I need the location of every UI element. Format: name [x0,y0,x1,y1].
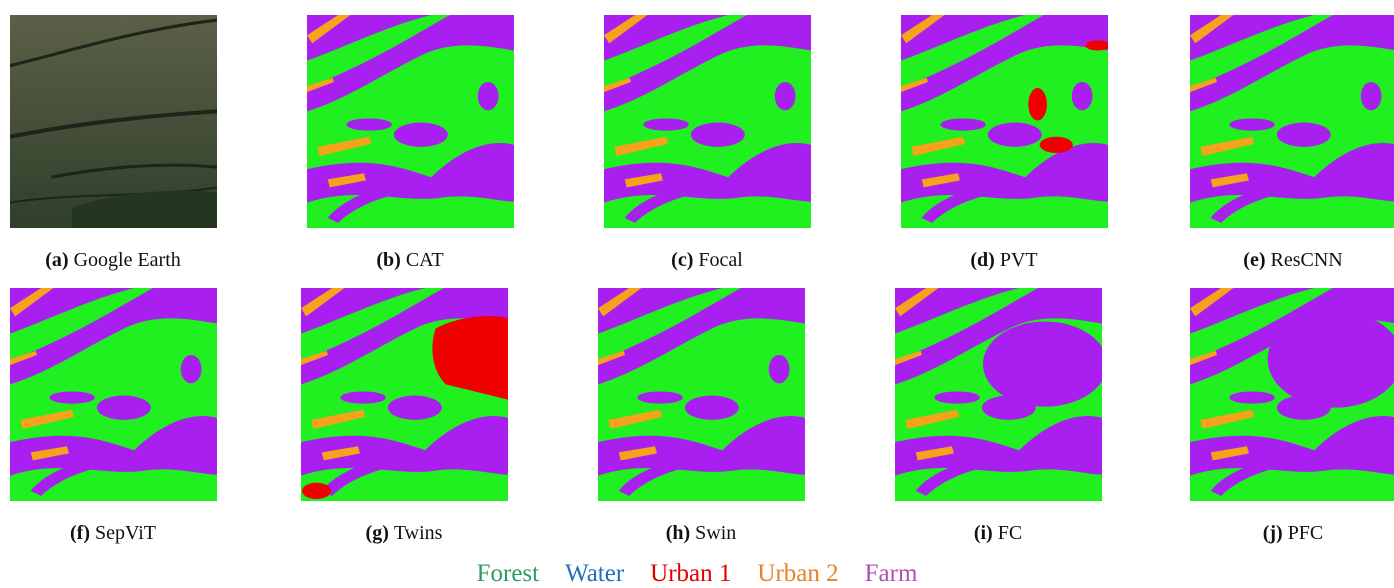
legend-entry: Water [565,560,624,587]
caption-tag: (i) [974,522,993,544]
map-image [301,288,508,501]
segmentation-map [604,15,811,228]
caption-label: Twins [394,522,443,544]
caption-tag: (d) [970,249,994,271]
map-region [983,321,1102,406]
caption-tag: (e) [1243,249,1265,271]
legend-entry: Urban 1 [650,560,731,587]
segmentation-map [1190,288,1394,501]
map-image [307,15,514,228]
caption-label: FC [998,522,1022,544]
segmentation-map [301,288,508,501]
caption-label: Google Earth [74,249,181,271]
segmentation-map [598,288,805,501]
legend: Forest Water Urban 1 Urban 2 Farm [0,560,1394,588]
map-image [1190,15,1394,228]
map-base [1190,15,1394,228]
caption-label: PVT [1000,249,1038,271]
legend-entry: Forest [477,560,540,587]
map-image [1190,288,1394,501]
caption: (e)ResCNN [1163,249,1394,272]
map-image [10,288,217,501]
caption: (g)Twins [274,522,534,545]
caption-label: CAT [406,249,444,271]
caption: (b) CAT [280,249,540,272]
segmentation-map [10,15,217,228]
legend-entry: Urban 2 [757,560,838,587]
map-image [598,288,805,501]
caption: (j)PFC [1163,522,1394,545]
caption-tag: (a) [45,249,68,271]
segmentation-map [307,15,514,228]
map-image [901,15,1108,228]
caption-tag: (j) [1263,522,1283,544]
map-base [307,15,514,228]
segmentation-map [895,288,1102,501]
map-base [901,15,1108,228]
map-region [1040,137,1073,153]
caption: (a) Google Earth [0,249,243,272]
figure: Forest Water Urban 1 Urban 2 Farm (a) Google … [0,0,1394,588]
caption: (h)Swin [571,522,831,545]
legend-entry: Farm [865,560,918,587]
caption-tag: (b) [376,249,400,271]
caption: (i) FC [868,522,1128,545]
map-region [1028,88,1047,120]
caption-tag: (c) [671,249,693,271]
caption: (d) PVT [874,249,1134,272]
caption-label: ResCNN [1270,249,1342,271]
caption-label: Swin [695,522,736,544]
caption-label: SepViT [95,522,156,544]
map-base [10,288,217,501]
caption-label: PFC [1288,522,1324,544]
map-base [598,288,805,501]
segmentation-map [1190,15,1394,228]
map-image [895,288,1102,501]
segmentation-map [10,288,217,501]
map-image [604,15,811,228]
caption: (c)Focal [577,249,837,272]
caption-tag: (g) [366,522,389,544]
map-base [604,15,811,228]
map-image [10,15,217,228]
caption: (f)SepViT [0,522,243,545]
caption-tag: (h) [666,522,690,544]
segmentation-map [901,15,1108,228]
caption-tag: (f) [70,522,90,544]
map-region [302,483,331,499]
caption-label: Focal [698,249,742,271]
